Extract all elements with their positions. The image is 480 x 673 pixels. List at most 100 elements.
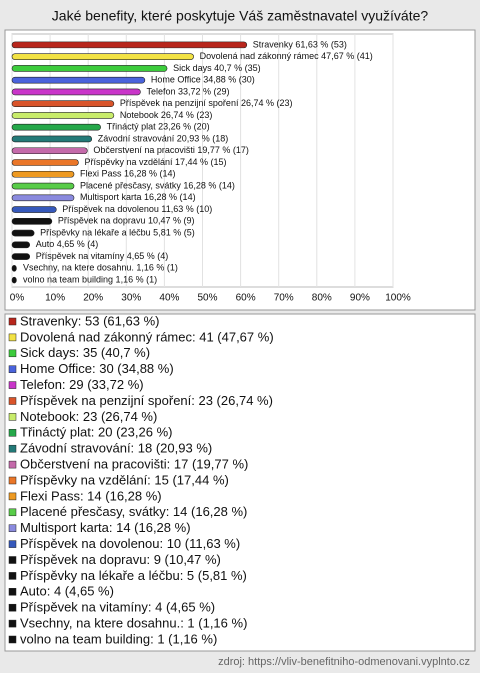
x-tick-label: 90%	[350, 293, 370, 304]
legend-label: Občerstvení na pracovišti: 17 (19,77 %)	[20, 457, 248, 472]
bar	[11, 76, 146, 84]
legend-label: Auto: 4 (4,65 %)	[20, 584, 114, 599]
legend-label: Flexi Pass: 14 (16,28 %)	[20, 488, 162, 503]
bar	[11, 159, 79, 166]
data-label: Sick days 40,7 % (35)	[173, 63, 261, 73]
data-label: Stravenky 61,63 % (53)	[253, 39, 347, 49]
legend-swatch	[8, 635, 17, 644]
x-tick-label: 0%	[10, 293, 25, 304]
legend-label: Notebook: 23 (26,74 %)	[20, 409, 157, 424]
legend-swatch	[8, 397, 17, 405]
bar	[11, 135, 93, 143]
bar	[11, 147, 88, 155]
legend-swatch	[8, 556, 17, 564]
legend-label: Příspěvek na penzijní spoření: 23 (26,74…	[20, 393, 273, 408]
bar	[11, 65, 168, 72]
data-label: Příspěvek na dovolenou 11,63 % (10)	[62, 204, 212, 214]
legend-swatch	[8, 381, 17, 389]
legend-label: volno na team building: 1 (1,16 %)	[20, 631, 217, 646]
bar	[11, 265, 17, 272]
bar	[11, 88, 141, 96]
bar	[11, 182, 75, 190]
chart-title: Jaké benefity, které poskytuje Váš zaměs…	[52, 8, 429, 24]
legend-swatch	[8, 603, 17, 612]
legend-swatch	[8, 444, 17, 453]
data-label: Flexi Pass 16,28 % (14)	[80, 169, 176, 179]
bar	[11, 229, 35, 237]
legend-label: Příspěvky na vzdělání: 15 (17,44 %)	[20, 472, 229, 487]
bar	[11, 100, 115, 107]
x-tick-label: 100%	[385, 293, 411, 304]
legend-label: Telefon: 29 (33,72 %)	[20, 377, 144, 392]
x-tick-label: 40%	[159, 293, 179, 304]
plot-panel	[4, 29, 476, 311]
legend-label: Příspěvek na vitamíny: 4 (4,65 %)	[20, 600, 215, 615]
legend-swatch	[8, 413, 17, 421]
x-tick-label: 60%	[236, 293, 256, 304]
data-label: Multisport karta 16,28 % (14)	[80, 192, 196, 202]
legend-swatch	[8, 460, 17, 469]
x-tick-label: 20%	[83, 293, 103, 304]
legend-label: Stravenky: 53 (61,63 %)	[20, 313, 159, 328]
bar	[11, 253, 31, 260]
data-label: Příspěvek na vitamíny 4,65 % (4)	[36, 251, 169, 261]
legend-label: Příspěvek na dopravu: 9 (10,47 %)	[20, 552, 221, 567]
source: zdroj: https://vliv-benefitniho-odmenova…	[218, 656, 470, 668]
legend-label: Třináctý plat: 20 (23,26 %)	[20, 425, 172, 440]
data-label: Notebook 26,74 % (23)	[120, 110, 213, 120]
legend-label: Sick days: 35 (40,7 %)	[20, 345, 150, 360]
legend-swatch	[8, 333, 17, 342]
legend-label: Dovolená nad zákonný rámec: 41 (47,67 %)	[20, 329, 274, 344]
data-label: volno na team building 1,16 % (1)	[23, 274, 157, 284]
data-label: Příspěvek na dopravu 10,47 % (9)	[58, 216, 195, 226]
legend-label: Multisport karta: 14 (16,28 %)	[20, 520, 191, 535]
legend-swatch	[8, 524, 17, 532]
legend-swatch	[8, 317, 17, 326]
data-label: Příspěvky na lékaře a léčbu 5,81 % (5)	[40, 227, 195, 237]
data-label: Závodní stravování 20,93 % (18)	[98, 133, 229, 143]
data-label: Příspěvky na vzdělání 17,44 % (15)	[84, 157, 226, 167]
legend-label: Vsechny, na ktere dosahnu.: 1 (1,16 %)	[20, 616, 247, 631]
data-label: Telefon 33,72 % (29)	[146, 86, 229, 96]
data-label: Třináctý plat 23,26 % (20)	[107, 122, 210, 132]
legend-swatch	[8, 508, 17, 517]
x-tick-label: 10%	[45, 293, 65, 304]
legend-swatch	[8, 619, 17, 628]
legend-swatch	[8, 572, 17, 580]
bar	[11, 123, 101, 131]
data-label: Auto 4,65 % (4)	[36, 239, 99, 249]
legend-label: Příspěvky na lékaře a léčbu: 5 (5,81 %)	[20, 568, 247, 583]
x-tick-label: 70%	[274, 293, 294, 304]
legend-label: Příspěvek na dovolenou: 10 (11,63 %)	[20, 536, 240, 551]
legend-label: Placené přesčasy, svátky: 14 (16,28 %)	[20, 504, 247, 519]
bar	[11, 41, 248, 49]
legend-swatch	[8, 492, 17, 501]
bar	[11, 218, 53, 225]
bar	[11, 276, 17, 284]
bar	[11, 112, 115, 119]
data-label: Vsechny, na ktere dosahnu. 1,16 % (1)	[23, 263, 178, 273]
bar	[11, 241, 31, 249]
legend-swatch	[8, 540, 17, 548]
bar	[11, 170, 75, 178]
legend-swatch	[8, 429, 17, 437]
bar	[11, 206, 57, 213]
x-tick-label: 50%	[197, 293, 217, 304]
legend-label: Závodní stravování: 18 (20,93 %)	[20, 441, 212, 456]
x-tick-label: 80%	[312, 293, 332, 304]
legend-swatch	[8, 349, 17, 358]
data-label: Dovolená nad zákonný rámec 47,67 % (41)	[200, 51, 373, 61]
data-label: Občerstvení na pracovišti 19,77 % (17)	[93, 145, 249, 155]
legend-panel	[4, 313, 476, 652]
bar	[11, 53, 194, 60]
bar	[11, 194, 75, 202]
data-label: Home Office 34,88 % (30)	[151, 75, 255, 85]
data-label: Příspěvek na penzijní spoření 26,74 % (2…	[120, 98, 293, 108]
legend-label: Home Office: 30 (34,88 %)	[20, 361, 174, 376]
data-label: Placené přesčasy, svátky 16,28 % (14)	[80, 180, 235, 190]
legend-swatch	[8, 476, 17, 485]
legend-swatch	[8, 365, 17, 373]
x-tick-label: 30%	[121, 293, 141, 304]
legend-swatch	[8, 588, 17, 596]
